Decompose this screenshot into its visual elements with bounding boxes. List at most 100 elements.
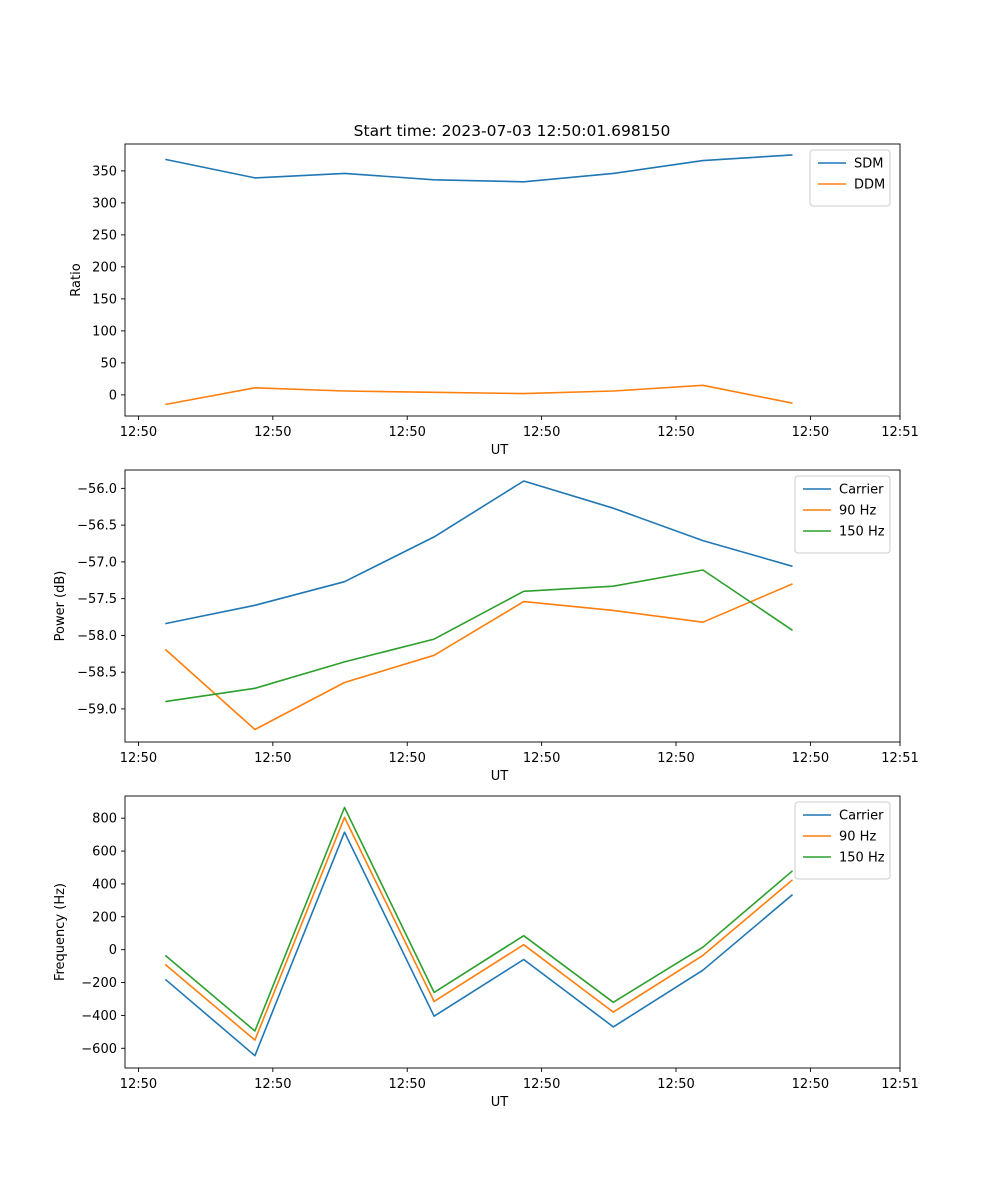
- series-line-90-hz: [164, 583, 793, 731]
- legend-entry: Carrier: [839, 809, 884, 824]
- x-tick-label: 12:51: [881, 751, 918, 766]
- data-point: [702, 384, 704, 386]
- data-point: [612, 1011, 614, 1013]
- data-point: [702, 569, 704, 571]
- data-point: [254, 687, 256, 689]
- data-point: [343, 390, 345, 392]
- data-point: [702, 954, 704, 956]
- data-point: [791, 629, 793, 631]
- data-point: [522, 600, 524, 602]
- series-line-150-hz: [165, 569, 793, 703]
- data-point: [433, 638, 435, 640]
- y-tick-label: −56.0: [77, 482, 117, 497]
- legend-entry: 90 Hz: [839, 830, 876, 845]
- data-point: [343, 681, 345, 683]
- x-axis-label: UT: [491, 769, 509, 784]
- data-point: [254, 728, 256, 730]
- y-tick-label: −58.0: [77, 629, 117, 644]
- data-point: [522, 181, 524, 183]
- x-axis-label: UT: [491, 443, 509, 458]
- series-line-sdm: [165, 154, 793, 183]
- y-axis-label: Frequency (Hz): [53, 883, 68, 981]
- x-tick-label: 12:50: [388, 425, 425, 440]
- legend-entry: Carrier: [839, 483, 884, 498]
- data-point: [164, 158, 166, 160]
- y-tick-label: −56.5: [77, 519, 117, 534]
- data-point: [522, 392, 524, 394]
- figure-title: Start time: 2023-07-03 12:50:01.698150: [354, 122, 671, 140]
- data-point: [612, 390, 614, 392]
- data-point: [254, 1039, 256, 1041]
- x-tick-label: 12:50: [523, 1077, 560, 1092]
- y-tick-label: 50: [100, 356, 117, 371]
- data-point: [702, 946, 704, 948]
- data-point: [612, 1001, 614, 1003]
- x-tick-label: 12:50: [388, 1077, 425, 1092]
- y-tick-label: −59.0: [77, 702, 117, 717]
- legend-entry: 90 Hz: [839, 504, 876, 519]
- y-tick-label: −600: [81, 1042, 117, 1057]
- data-point: [164, 954, 166, 956]
- data-point: [433, 391, 435, 393]
- legend-box: [794, 475, 891, 554]
- axes-frame: [124, 469, 901, 743]
- data-point: [791, 870, 793, 872]
- data-point: [164, 978, 166, 980]
- x-tick-label: 12:50: [523, 751, 560, 766]
- data-point: [343, 806, 345, 808]
- data-point: [254, 604, 256, 606]
- data-point: [254, 177, 256, 179]
- chart-panel-2: 12:50 12:50 12:50 12:50 12:50 12:50 12:51 −59.0…: [53, 469, 919, 784]
- data-point: [791, 583, 793, 585]
- y-tick-label: −57.5: [77, 592, 117, 607]
- series-line-carrier: [165, 480, 793, 625]
- data-point: [612, 172, 614, 174]
- legend-box: [809, 149, 891, 207]
- x-tick-label: 12:50: [792, 1077, 829, 1092]
- data-point: [522, 944, 524, 946]
- y-tick-label: 0: [109, 388, 117, 403]
- y-tick-label: 250: [92, 228, 117, 243]
- y-tick-label: 100: [92, 324, 117, 339]
- legend: Carrier 90 Hz 150 Hz: [794, 475, 891, 554]
- series-line-ddm: [165, 384, 793, 406]
- legend-entry: DDM: [854, 178, 885, 193]
- x-tick-label: 12:50: [120, 1077, 157, 1092]
- legend-box: [794, 801, 891, 880]
- data-point: [791, 879, 793, 881]
- y-axis-label: Ratio: [69, 263, 84, 296]
- x-tick-label: 12:50: [792, 425, 829, 440]
- y-tick-label: 200: [92, 910, 117, 925]
- data-point: [702, 969, 704, 971]
- y-tick-label: 350: [92, 164, 117, 179]
- data-point: [164, 700, 166, 702]
- data-point: [791, 565, 793, 567]
- data-point: [612, 609, 614, 611]
- x-tick-label: 12:51: [881, 425, 918, 440]
- data-point: [612, 585, 614, 587]
- series-line-90-hz: [164, 816, 794, 1041]
- x-tick-label: 12:50: [657, 751, 694, 766]
- x-axis-label: UT: [491, 1095, 509, 1110]
- legend-entry: SDM: [854, 157, 883, 172]
- x-tick-label: 12:50: [120, 751, 157, 766]
- y-tick-label: 400: [92, 877, 117, 892]
- data-point: [343, 581, 345, 583]
- x-tick-label: 12:50: [388, 751, 425, 766]
- y-tick-label: 200: [92, 260, 117, 275]
- x-tick-label: 12:50: [254, 1077, 291, 1092]
- x-tick-label: 12:50: [792, 751, 829, 766]
- data-point: [791, 893, 793, 895]
- charts-group: 12:50 12:50 12:50 12:50 12:50 12:50 12:51 0 50 10…: [53, 143, 919, 1110]
- data-point: [164, 963, 166, 965]
- data-point: [702, 159, 704, 161]
- data-point: [522, 590, 524, 592]
- data-point: [702, 621, 704, 623]
- x-tick-label: 12:51: [881, 1077, 918, 1092]
- chart-panel-3: 12:50 12:50 12:50 12:50 12:50 12:50 12:51 −600 −…: [53, 795, 919, 1110]
- y-tick-label: −400: [81, 1009, 117, 1024]
- y-axis-label: Power (dB): [53, 571, 68, 642]
- y-tick-label: 300: [92, 196, 117, 211]
- data-point: [612, 1026, 614, 1028]
- y-tick-label: −200: [81, 976, 117, 991]
